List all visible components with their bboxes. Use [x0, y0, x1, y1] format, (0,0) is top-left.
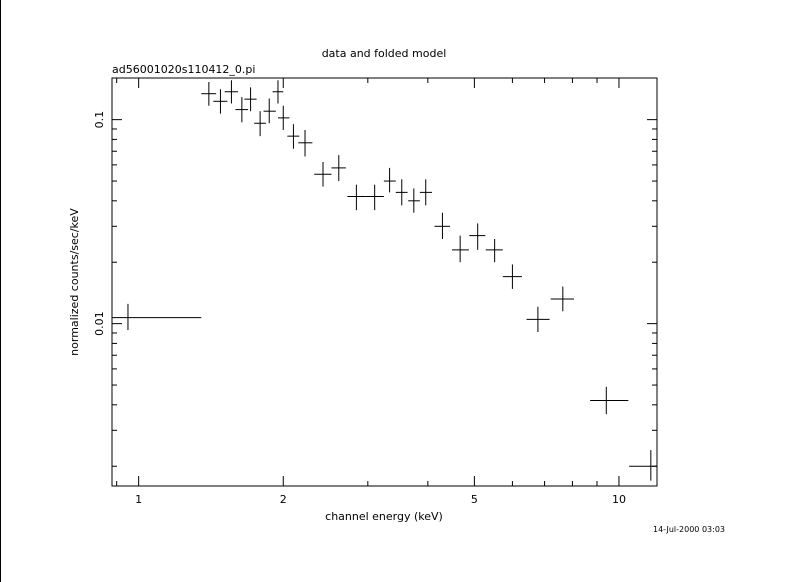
axis-tick-labels: 1 2 5 10 0.01 0.1	[93, 111, 626, 506]
data-point	[434, 212, 451, 239]
data-point	[451, 235, 469, 263]
data-point	[201, 81, 217, 106]
x-axis-label: channel energy (keV)	[325, 510, 443, 523]
data-point	[254, 111, 266, 137]
x-tick-label: 2	[280, 493, 287, 506]
data-point	[485, 238, 503, 263]
data-point	[408, 188, 420, 213]
chart-subtitle: ad56001020s110412_0.pi	[112, 63, 255, 76]
data-point	[383, 167, 396, 193]
data-point	[224, 80, 239, 104]
data-point	[590, 386, 629, 415]
data-point	[272, 80, 284, 104]
x-tick-label: 1	[135, 493, 142, 506]
data-point	[502, 264, 522, 289]
data-point	[419, 179, 432, 206]
data-point	[213, 89, 228, 114]
plot-timestamp: 14-Jul-2000 03:03	[653, 525, 725, 534]
data-point	[331, 155, 346, 182]
data-point	[365, 184, 384, 211]
axis-ticks	[112, 78, 657, 486]
data-point	[112, 303, 202, 331]
y-axis-label: normalized counts/sec/keV	[68, 208, 81, 356]
chart-title: data and folded model	[322, 47, 447, 60]
data-point	[263, 98, 276, 124]
data-point	[235, 97, 249, 123]
data-point	[287, 124, 300, 149]
plot-frame	[111, 77, 658, 487]
data-point	[526, 306, 550, 332]
data-point	[347, 184, 366, 211]
data-point	[469, 223, 486, 250]
data-point	[298, 129, 313, 157]
data-point	[244, 87, 257, 112]
x-tick-label: 10	[612, 493, 626, 506]
data-points	[112, 80, 657, 481]
y-tick-label: 0.01	[93, 311, 106, 336]
data-point	[277, 105, 290, 130]
x-tick-label: 5	[471, 493, 478, 506]
data-point	[629, 450, 657, 481]
data-point	[550, 286, 574, 312]
y-tick-label: 0.1	[93, 111, 106, 128]
data-point	[314, 161, 332, 187]
data-point	[395, 179, 408, 206]
